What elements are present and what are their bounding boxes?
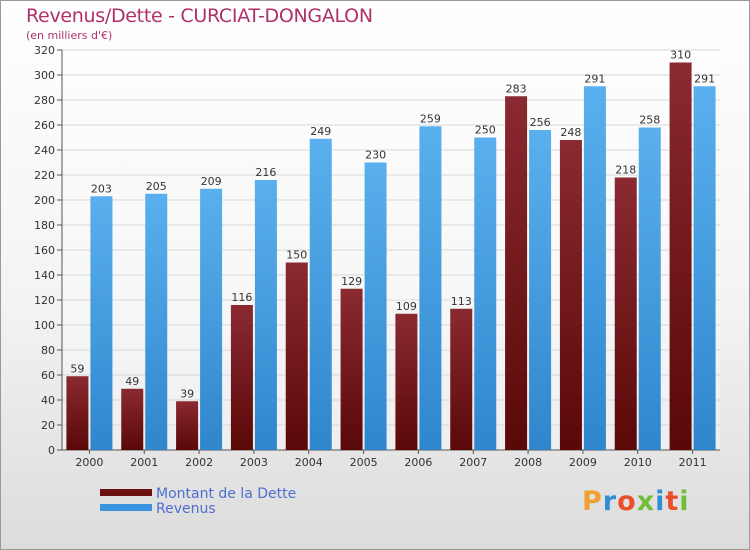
y-tick-label: 260 [34, 119, 55, 132]
y-tick-label: 280 [34, 94, 55, 107]
data-label: 256 [530, 116, 551, 129]
bar-revenus [200, 188, 223, 450]
bar-dette [614, 177, 637, 450]
bar-revenus [309, 138, 332, 450]
bar-revenus [529, 130, 552, 450]
x-tick-label: 2007 [459, 456, 487, 469]
x-tick-label: 2011 [679, 456, 707, 469]
data-label: 218 [615, 164, 636, 177]
data-label: 310 [670, 49, 691, 62]
logo-letter: i [679, 486, 690, 517]
x-tick-label: 2006 [404, 456, 432, 469]
legend-label-revenus: Revenus [156, 501, 216, 517]
bar-revenus [364, 162, 387, 450]
x-tick-label: 2009 [569, 456, 597, 469]
data-label: 203 [91, 182, 112, 195]
bar-revenus [474, 137, 497, 450]
y-tick-label: 160 [34, 244, 55, 257]
bar-dette [395, 313, 418, 450]
bar-revenus [693, 86, 716, 450]
data-label: 248 [560, 126, 581, 139]
data-label: 230 [365, 149, 386, 162]
bar-dette [66, 376, 89, 450]
y-tick-label: 100 [34, 319, 55, 332]
bar-dette [176, 401, 199, 450]
bar-dette [450, 308, 473, 450]
bar-dette [559, 140, 582, 450]
y-tick-label: 140 [34, 269, 55, 282]
data-label: 258 [639, 114, 660, 127]
data-label: 283 [506, 82, 527, 95]
bar-revenus [583, 86, 606, 450]
data-label: 209 [201, 175, 222, 188]
data-label: 250 [475, 124, 496, 137]
data-label: 259 [420, 112, 441, 125]
bar-revenus [90, 196, 113, 450]
bar-revenus [254, 180, 277, 450]
y-tick-label: 300 [34, 69, 55, 82]
x-tick-label: 2008 [514, 456, 542, 469]
bar-revenus [638, 127, 661, 450]
y-tick-label: 40 [41, 394, 55, 407]
y-tick-label: 20 [41, 419, 55, 432]
x-tick-label: 2004 [295, 456, 323, 469]
legend-swatch-dette [100, 489, 152, 496]
logo-letter: r [602, 486, 618, 517]
data-label: 249 [310, 125, 331, 138]
x-tick-label: 2001 [130, 456, 158, 469]
y-tick-label: 120 [34, 294, 55, 307]
data-label: 129 [341, 275, 362, 288]
chart-subtitle: (en milliers d'€) [26, 29, 113, 42]
logo-letter: x [636, 486, 656, 517]
logo-letter: i [655, 486, 666, 517]
data-label: 216 [255, 166, 276, 179]
x-tick-label: 2002 [185, 456, 213, 469]
logo-letter: t [665, 486, 680, 517]
data-label: 150 [286, 249, 307, 262]
y-tick-label: 60 [41, 369, 55, 382]
bar-dette [285, 262, 308, 450]
y-tick-label: 180 [34, 219, 55, 232]
x-tick-label: 2003 [240, 456, 268, 469]
x-tick-label: 2005 [350, 456, 378, 469]
x-tick-label: 2000 [75, 456, 103, 469]
bar-dette [121, 388, 144, 450]
proxiti-logo: Proxiti [582, 486, 690, 517]
data-label: 291 [694, 72, 715, 85]
chart-title: Revenus/Dette - CURCIAT-DONGALON [26, 5, 373, 27]
x-tick-label: 2010 [624, 456, 652, 469]
data-label: 59 [70, 362, 84, 375]
y-tick-label: 80 [41, 344, 55, 357]
legend-label-dette: Montant de la Dette [156, 486, 297, 502]
y-tick-label: 320 [34, 44, 55, 57]
bar-dette [669, 62, 692, 450]
data-label: 39 [180, 387, 194, 400]
logo-letter: o [617, 486, 637, 517]
bar-revenus [419, 126, 442, 450]
data-label: 116 [231, 291, 252, 304]
y-tick-label: 240 [34, 144, 55, 157]
data-label: 113 [451, 295, 472, 308]
y-tick-label: 200 [34, 194, 55, 207]
bar-dette [505, 96, 528, 450]
data-label: 109 [396, 300, 417, 313]
data-label: 291 [584, 72, 605, 85]
bar-dette [230, 305, 253, 450]
y-tick-label: 220 [34, 169, 55, 182]
logo-letter: P [582, 486, 603, 517]
y-tick-label: 0 [48, 444, 55, 457]
data-label: 49 [125, 375, 139, 388]
bar-dette [340, 288, 363, 450]
legend-swatch-revenus [100, 504, 152, 511]
data-label: 205 [146, 180, 167, 193]
bar-revenus [145, 193, 168, 450]
